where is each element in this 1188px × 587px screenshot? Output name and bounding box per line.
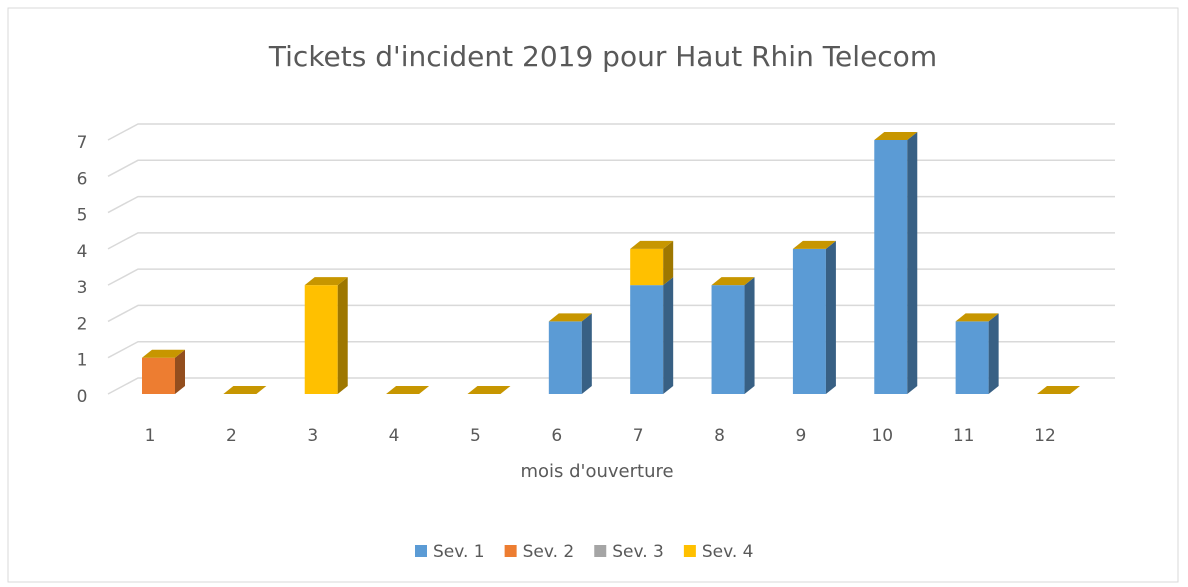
x-tick-label: 11 xyxy=(953,426,975,446)
bar-top xyxy=(467,386,511,394)
bar-top xyxy=(223,386,267,394)
y-tick-label: 7 xyxy=(77,133,88,153)
bar-side xyxy=(988,313,999,394)
x-tick-label: 6 xyxy=(551,426,562,446)
bar-segment xyxy=(142,357,175,394)
bar-side xyxy=(663,240,674,286)
bar-top xyxy=(1037,386,1080,394)
bar-top xyxy=(386,386,430,394)
x-tick-label: 4 xyxy=(389,426,400,446)
bar-top xyxy=(304,277,348,286)
grid-line xyxy=(107,268,1115,286)
grid-line xyxy=(107,340,1115,359)
x-tick-label: 3 xyxy=(307,426,318,446)
bar-segment xyxy=(630,248,664,286)
y-tick-label: 6 xyxy=(77,169,88,189)
chart-frame xyxy=(7,7,1179,583)
bar-side xyxy=(663,277,674,394)
bar-side xyxy=(907,132,918,394)
y-tick-label: 0 xyxy=(77,387,88,407)
x-tick-label: 1 xyxy=(145,426,156,446)
bar-side xyxy=(825,240,836,394)
bar-side xyxy=(337,277,348,394)
legend-swatch xyxy=(415,545,427,557)
legend-label: Sev. 1 xyxy=(433,542,485,562)
bar-side xyxy=(175,349,185,394)
legend-swatch xyxy=(594,545,607,557)
bar-side xyxy=(581,313,592,394)
bar-top xyxy=(548,313,592,322)
grid-line xyxy=(107,304,1115,323)
grid-line xyxy=(107,232,1115,250)
y-tick-label: 5 xyxy=(77,206,88,226)
x-tick-label: 12 xyxy=(1034,426,1056,446)
bar-segment xyxy=(792,248,826,394)
bar-segment xyxy=(874,140,908,394)
x-tick-label: 10 xyxy=(871,426,893,446)
bar-top xyxy=(874,132,918,140)
x-tick-label: 2 xyxy=(226,426,237,446)
bar-top xyxy=(955,313,999,322)
bar-segment xyxy=(304,285,338,394)
grid-line xyxy=(107,159,1115,177)
bar-segment xyxy=(548,321,582,394)
grid-line xyxy=(107,123,1115,141)
x-axis-title: mois d'ouverture xyxy=(520,461,673,482)
grid-line xyxy=(107,195,1115,214)
grid-line xyxy=(107,377,1115,395)
y-tick-label: 3 xyxy=(77,278,88,298)
bar-side xyxy=(744,277,755,394)
bar-segment xyxy=(711,285,745,394)
bar-top xyxy=(630,240,674,249)
x-tick-label: 8 xyxy=(714,426,725,446)
x-tick-label: 9 xyxy=(795,426,806,446)
bar-top xyxy=(142,349,185,358)
bar-top xyxy=(792,240,836,249)
bar-top xyxy=(711,277,755,286)
legend-label: Sev. 3 xyxy=(612,542,664,562)
legend-label: Sev. 4 xyxy=(702,542,754,562)
y-tick-label: 1 xyxy=(77,351,88,371)
legend-swatch xyxy=(683,545,696,557)
bar-segment xyxy=(630,285,664,394)
y-tick-label: 2 xyxy=(77,314,88,334)
x-tick-label: 5 xyxy=(470,426,481,446)
legend-label: Sev. 2 xyxy=(523,542,575,562)
chart-title: Tickets d'incident 2019 pour Haut Rhin T… xyxy=(268,40,937,73)
x-tick-label: 7 xyxy=(633,426,644,446)
legend-swatch xyxy=(504,545,517,557)
bar-segment xyxy=(955,321,989,394)
y-tick-label: 4 xyxy=(77,242,88,262)
